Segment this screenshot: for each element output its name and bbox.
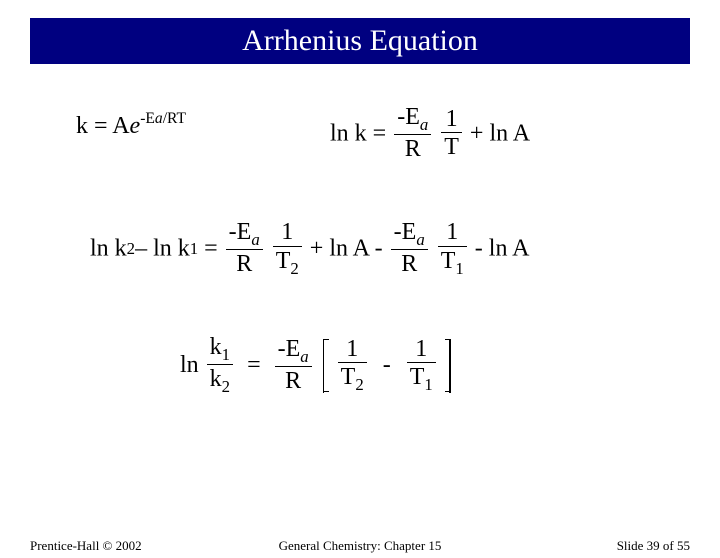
eq3-a-1: a bbox=[251, 230, 259, 249]
eq2-plus-lna: + ln A bbox=[470, 121, 530, 147]
eq2-one: 1 bbox=[441, 106, 462, 133]
eq3-num1: -Ea bbox=[226, 219, 263, 250]
eq3-eq: = bbox=[198, 236, 218, 262]
footer-slide-number: Slide 39 of 55 bbox=[617, 538, 690, 554]
eq3-sub2: 2 bbox=[127, 239, 135, 258]
eq3-T2: T2 bbox=[273, 247, 302, 279]
eq4-a: a bbox=[300, 346, 308, 365]
eq3-T2-sub: 2 bbox=[290, 259, 298, 278]
eq3-frac3: -Ea R bbox=[391, 219, 428, 279]
equation-difference: ln k2– ln k1 = -Ea R 1 T2 + ln A - -Ea R… bbox=[90, 219, 529, 279]
eq4-T1-sub: 1 bbox=[424, 375, 432, 394]
footer-chapter: General Chemistry: Chapter 15 bbox=[0, 538, 720, 554]
eq4-one-1: 1 bbox=[338, 336, 367, 363]
eq4-t1-frac: 1 T1 bbox=[407, 336, 436, 395]
eq4-k1-k: k bbox=[210, 334, 222, 360]
arrhenius-log-form: ln k = -Ea R 1 T + ln A bbox=[330, 104, 530, 164]
eq3-num3: -Ea bbox=[391, 219, 428, 250]
eq4-k1-sub: 1 bbox=[222, 345, 230, 364]
eq3-negE-1: -E bbox=[229, 219, 252, 245]
eq1-e: e bbox=[130, 113, 141, 139]
eq4-R: R bbox=[275, 367, 312, 396]
eq4-k-frac: k1 k2 bbox=[207, 334, 233, 397]
eq3-mid: – ln k bbox=[135, 236, 190, 262]
eq2-negE: -E bbox=[397, 104, 420, 130]
eq3-R-2: R bbox=[391, 250, 428, 279]
eq1-exp-rt: /RT bbox=[163, 110, 186, 127]
eq3-R-1: R bbox=[226, 250, 263, 279]
eq2-a: a bbox=[420, 115, 428, 134]
eq4-k2-sub: 2 bbox=[222, 377, 230, 396]
eq4-k1: k1 bbox=[207, 334, 233, 365]
eq4-T1: T1 bbox=[407, 363, 436, 395]
eq4-ea-frac: -Ea R bbox=[275, 336, 312, 396]
eq4-T1-t: T bbox=[410, 364, 425, 390]
eq4-ln: ln bbox=[180, 352, 199, 378]
eq3-minus-lna: - ln A bbox=[475, 236, 530, 262]
eq2-frac1: -Ea R bbox=[394, 104, 431, 164]
eq3-T1-t: T bbox=[441, 248, 456, 274]
title-bar: Arrhenius Equation bbox=[30, 18, 690, 64]
eq3-one-1: 1 bbox=[273, 219, 302, 246]
eq3-T2-t: T bbox=[276, 248, 291, 274]
eq3-sub1: 1 bbox=[190, 239, 198, 258]
eq1-exp-a: a bbox=[155, 110, 163, 127]
eq1-keqA: k = A bbox=[76, 113, 130, 139]
eq2-lnk: ln k = bbox=[330, 121, 386, 147]
left-bracket-icon bbox=[320, 337, 330, 395]
eq2-T: T bbox=[441, 133, 462, 162]
eq4-T2: T2 bbox=[338, 363, 367, 395]
eq3-T1: T1 bbox=[438, 247, 467, 279]
eq4-T2-t: T bbox=[341, 364, 356, 390]
eq3-plus: + ln A - bbox=[310, 236, 389, 262]
eq3-frac1: -Ea R bbox=[226, 219, 263, 279]
eq4-T2-sub: 2 bbox=[355, 375, 363, 394]
eq2-frac2: 1 T bbox=[441, 106, 462, 162]
eq1-exp-negE: -E bbox=[140, 110, 155, 127]
eq3-negE-2: -E bbox=[394, 219, 417, 245]
eq4-one-2: 1 bbox=[407, 336, 436, 363]
eq2-R: R bbox=[394, 135, 431, 164]
equation-ratio: ln k1 k2 = -Ea R 1 T2 - 1 T1 bbox=[180, 334, 454, 397]
eq4-eq: = bbox=[241, 352, 267, 378]
eq4-k2-k: k bbox=[210, 366, 222, 392]
eq4-negE: -E bbox=[278, 336, 301, 362]
eq4-minus: - bbox=[375, 352, 399, 378]
eq2-num1: -Ea bbox=[394, 104, 431, 135]
right-bracket-icon bbox=[444, 337, 454, 395]
eq4-ea-num: -Ea bbox=[275, 336, 312, 367]
page-title: Arrhenius Equation bbox=[242, 24, 478, 57]
eq3-T1-sub: 1 bbox=[455, 259, 463, 278]
eq4-t2-frac: 1 T2 bbox=[338, 336, 367, 395]
eq3-frac4: 1 T1 bbox=[438, 219, 467, 278]
eq3-lnk2-pre: ln k bbox=[90, 236, 127, 262]
arrhenius-exponential-form: k = Ae-Ea/RT bbox=[76, 110, 186, 140]
eq1-exponent: -Ea/RT bbox=[140, 110, 186, 127]
eq3-one-2: 1 bbox=[438, 219, 467, 246]
eq3-a-2: a bbox=[416, 230, 424, 249]
eq4-k2: k2 bbox=[207, 365, 233, 397]
eq3-frac2: 1 T2 bbox=[273, 219, 302, 278]
